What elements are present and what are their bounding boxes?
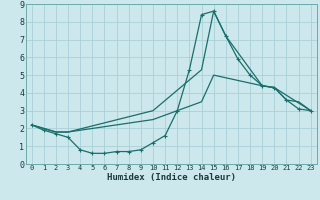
X-axis label: Humidex (Indice chaleur): Humidex (Indice chaleur) (107, 173, 236, 182)
